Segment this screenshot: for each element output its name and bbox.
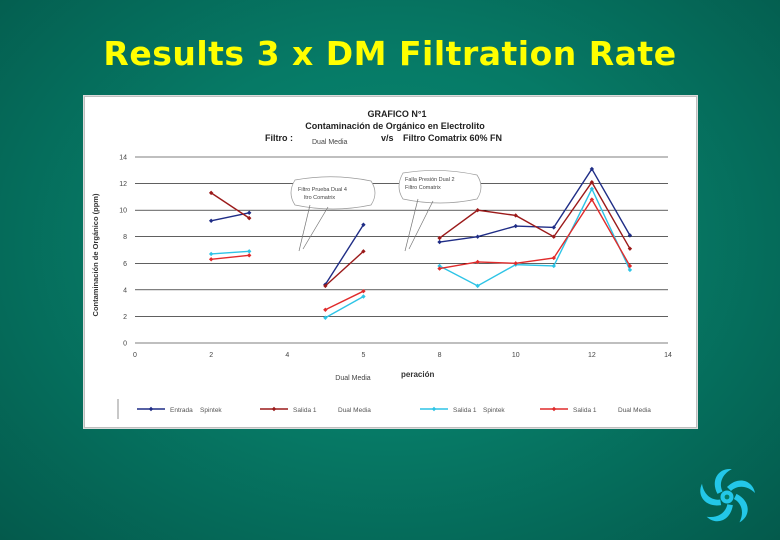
data-point [208,251,214,257]
data-point [437,235,442,241]
data-point [627,267,633,273]
data-point [361,249,366,254]
annotation-pointer-1a [298,204,311,252]
data-point [361,294,366,299]
data-point [208,190,214,196]
legend-swatch-marker [148,406,154,412]
annotation-pointer-1b [302,206,329,250]
series-2 [208,186,633,320]
legend: Entrada Spintek Salida 1 Dual Media Salida 1… [137,406,651,414]
swirl-logo-icon [700,469,755,523]
slide-title: Results 3 x DM Filtration Rate [103,34,677,73]
data-point [323,307,328,312]
filter-prefix: Filtro : [265,133,293,143]
legend-swatch-marker [271,406,277,412]
chart-panel: GRAFICO N°1 Contaminación de Orgánico en… [84,96,697,428]
data-point [627,263,633,269]
legend-swatch-marker [551,406,557,412]
legend-label: Entrada [170,407,193,414]
series-2-line-0 [211,250,250,255]
filter-left-label: Dual Media [312,139,348,146]
annotation-text-1: Filtro Prueba Dual 4 ltro Comatrix [298,187,348,201]
data-point [247,253,252,258]
series-3-line-0 [211,254,250,260]
x-tick-label: 14 [664,352,672,359]
data-point [475,259,480,265]
series-0-line-1 [324,224,365,285]
annotation-pointer-2b [408,200,434,250]
y-tick-label: 6 [123,261,127,268]
legend-suffix: Dual Media [618,407,651,414]
x-tick-label: 2 [209,352,213,359]
data-point [437,266,442,271]
line-chart: GRAFICO N°1 Contaminación de Orgánico en… [91,109,672,419]
data-point [247,215,252,221]
annotation-text-2: Falla Presión Dual 2 Filtro Comatrix [405,177,456,191]
y-tick-label: 2 [123,314,127,321]
series-lines [208,166,633,320]
y-tick-label: 14 [119,155,127,162]
axis-ticks: 0 2 4 6 8 10 12 14 0 2 4 5 8 10 12 14 [119,155,672,360]
data-point [627,246,633,251]
y-tick-label: 12 [119,181,127,188]
data-point [247,210,252,215]
legend-entry-2: Salida 1 Spintek [420,406,505,414]
annotation-pointer-2a [404,198,419,252]
y-tick-label: 10 [119,208,127,215]
legend-label: Salida 1 [453,407,477,414]
filter-vs: v/s [381,133,394,143]
legend-suffix: Spintek [483,407,505,414]
data-point [208,218,214,223]
x-tick-label: 5 [361,352,365,359]
x-tick-label: 4 [285,352,289,359]
y-axis-label: Contaminación de Orgánico (ppm) [91,193,100,316]
series-2-line-1 [325,295,364,319]
legend-entry-1: Salida 1 Dual Media [260,406,371,414]
legend-label: Salida 1 [293,407,317,414]
data-point [513,223,518,229]
legend-entry-3: Salida 1 Dual Media [540,406,651,414]
series-1-line-1 [324,250,364,287]
series-3-line-2 [439,198,631,270]
legend-swatch-marker [431,406,437,412]
legend-label: Salida 1 [573,407,597,414]
annotations: Filtro Prueba Dual 4 ltro Comatrix Falla… [290,170,482,252]
series-1-line-0 [210,192,250,219]
data-point [361,288,366,294]
x-tick-label: 8 [438,352,442,359]
filter-right-label: Filtro Comatrix 60% FN [403,133,502,143]
data-point [208,257,214,262]
chart-subtitle: Contaminación de Orgánico en Electrolito [305,121,485,131]
y-tick-label: 4 [123,287,127,294]
legend-suffix: Dual Media [338,407,371,414]
data-point [589,180,595,185]
grid [135,156,668,344]
data-point [513,261,518,266]
legend-entry-0: Entrada Spintek [137,406,222,414]
y-tick-label: 8 [123,234,127,241]
x-tick-label: 12 [588,352,596,359]
annotation-bubble-1 [290,176,376,210]
data-point [437,239,442,245]
x-axis-overlay-label: Dual Media [335,375,371,382]
data-point [247,249,252,254]
data-point [627,233,633,238]
data-point [475,234,480,239]
series-3-line-1 [325,290,364,311]
data-point [437,263,442,269]
series-1-line-2 [439,180,631,250]
legend-suffix: Spintek [200,407,222,414]
annotation-bubble-2 [398,170,482,204]
chart-title: GRAFICO N°1 [367,109,426,119]
x-tick-label: 0 [133,352,137,359]
data-point [589,166,595,172]
series-2-line-2 [439,187,631,287]
data-point [551,225,556,230]
x-axis-label: peración [401,370,434,379]
y-tick-label: 0 [123,341,127,348]
x-tick-label: 10 [512,352,520,359]
